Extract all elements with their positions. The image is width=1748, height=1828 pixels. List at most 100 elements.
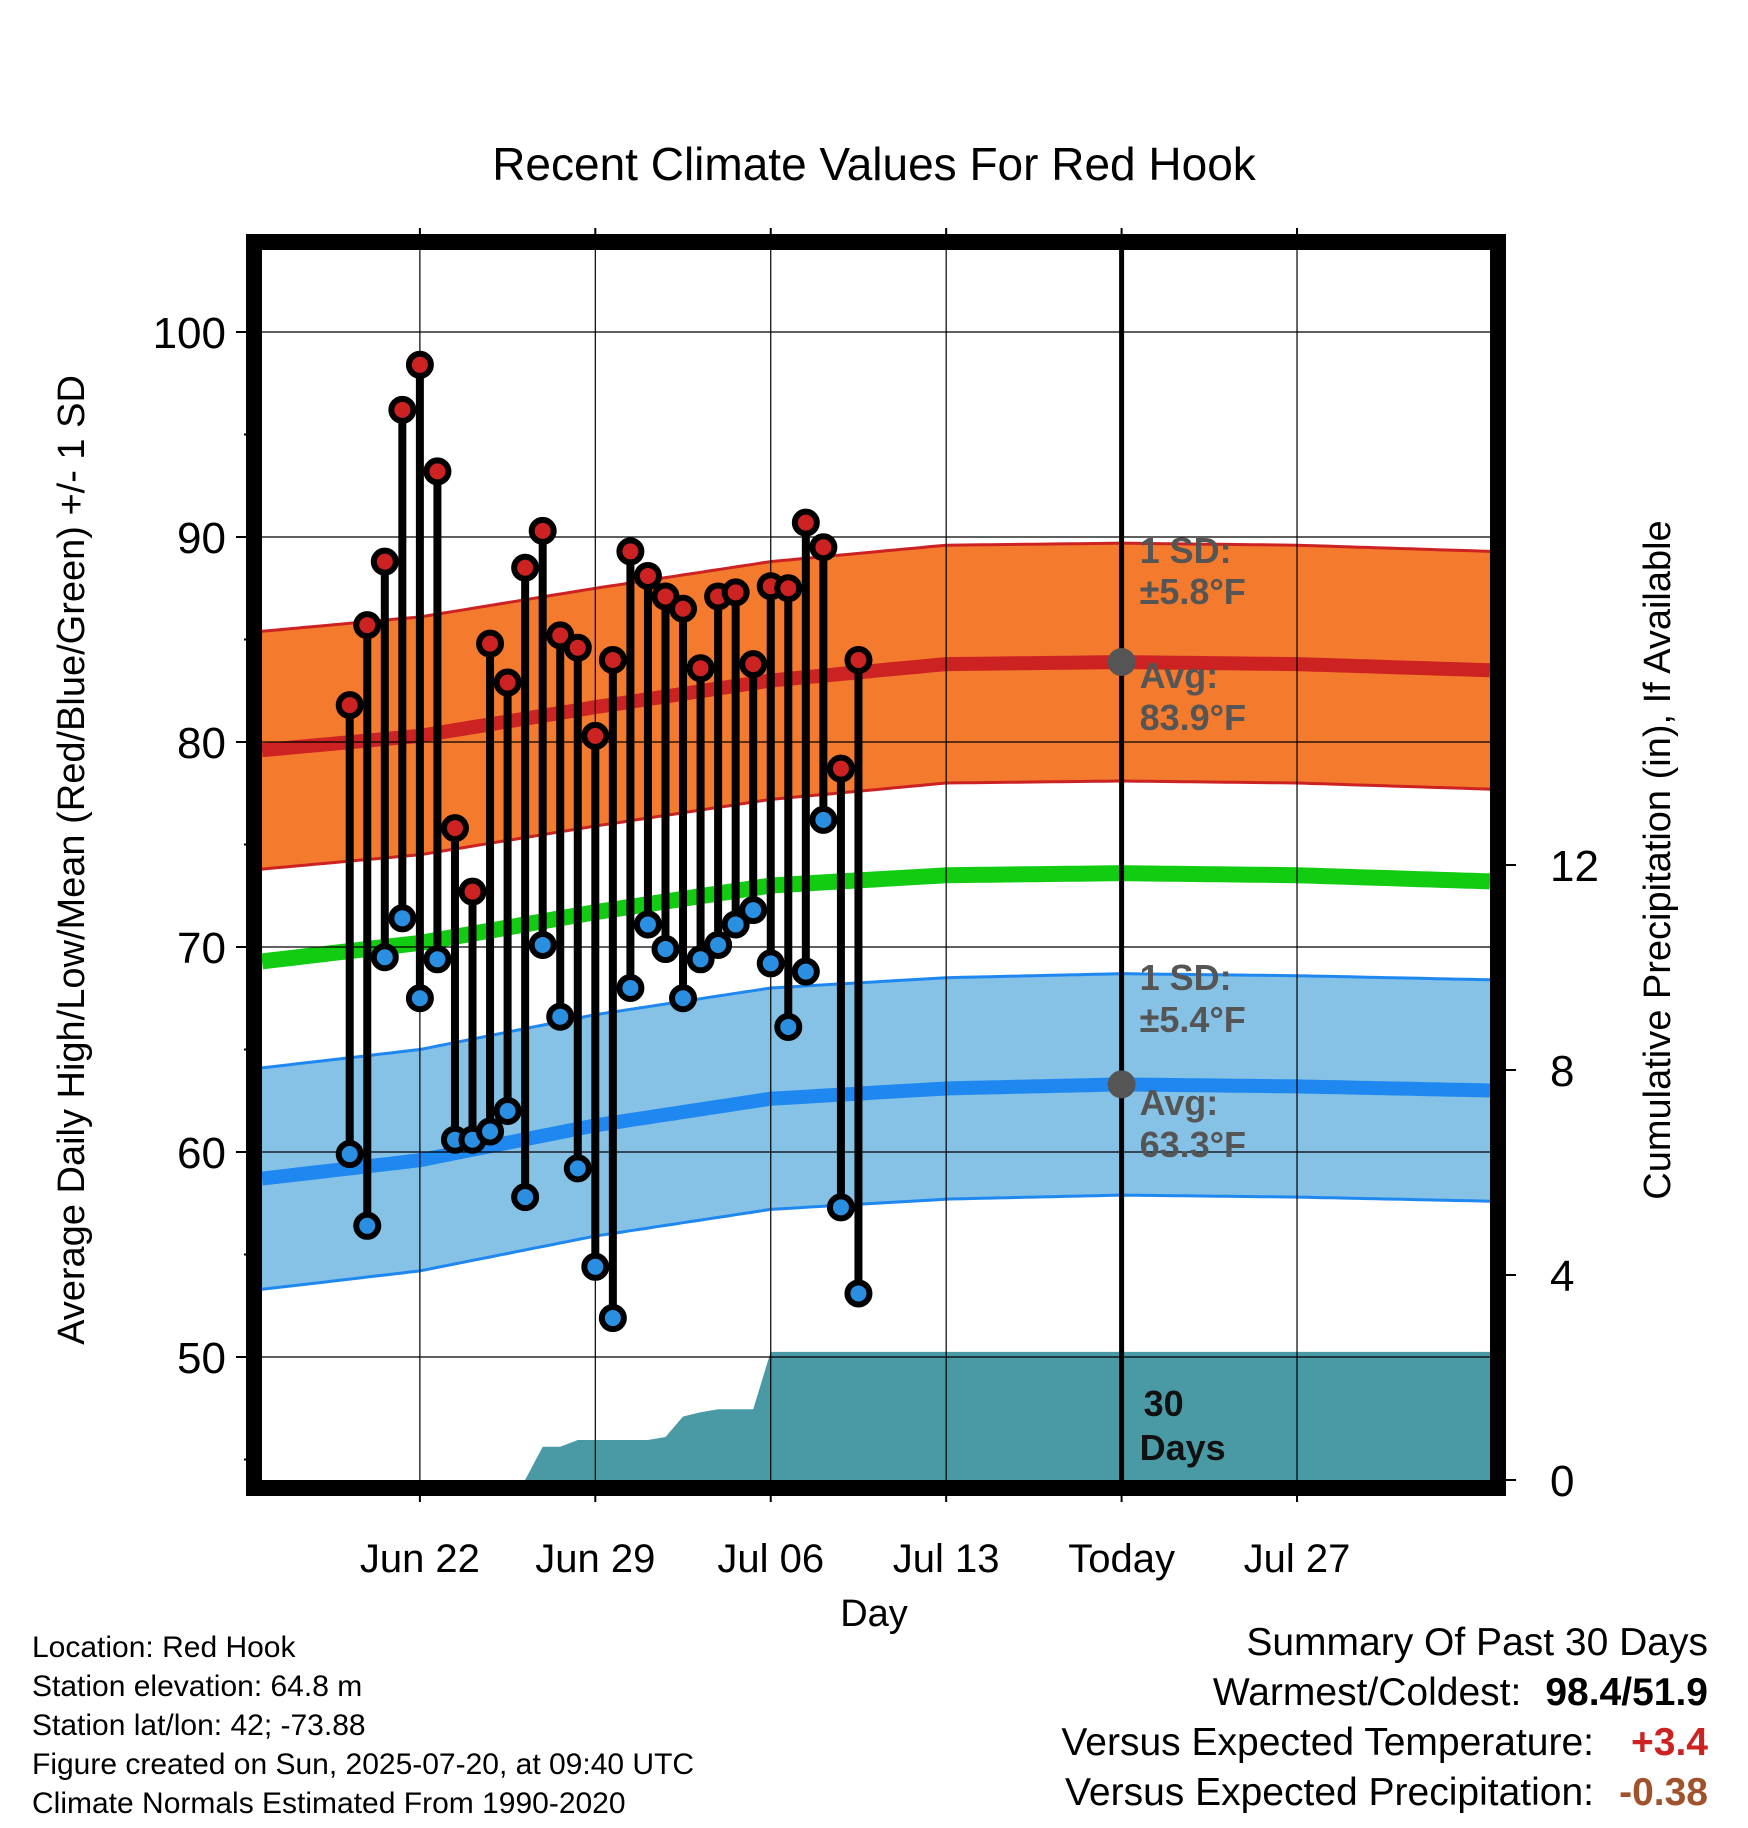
station-info: Location: Red Hook Station elevation: 64… bbox=[32, 1628, 694, 1823]
days-label-word: Days bbox=[1140, 1427, 1226, 1468]
low-sd-value: ±5.4°F bbox=[1140, 999, 1246, 1040]
summary-panel: Summary Of Past 30 Days Warmest/Coldest:… bbox=[1061, 1618, 1708, 1818]
high-point-18 bbox=[633, 561, 662, 590]
y-tick-label-2: 70 bbox=[177, 924, 226, 973]
temp-value: +3.4 bbox=[1631, 1721, 1708, 1764]
high-point-2 bbox=[353, 611, 382, 640]
created-text: Figure created on Sun, 2025-07-20, at 09… bbox=[32, 1748, 695, 1781]
low-point-3 bbox=[370, 943, 399, 972]
low-point-13 bbox=[546, 1002, 575, 1031]
low-point-25 bbox=[756, 949, 785, 978]
chart-title: Recent Climate Values For Red Hook bbox=[492, 138, 1257, 190]
high-point-16 bbox=[598, 646, 627, 674]
high-point-14 bbox=[563, 633, 592, 662]
high-point-28 bbox=[809, 533, 838, 562]
high-avg-label: Avg: bbox=[1140, 655, 1219, 696]
high-point-11 bbox=[511, 553, 540, 582]
high-point-23 bbox=[721, 578, 750, 607]
low-point-18 bbox=[633, 910, 662, 939]
latlon-text: Station lat/lon: 42; -73.88 bbox=[32, 1709, 366, 1742]
low-avg-label: Avg: bbox=[1140, 1082, 1219, 1123]
high-point-5 bbox=[405, 350, 434, 379]
x-tick-label-2: Jul 06 bbox=[717, 1537, 824, 1581]
low-sd-label: 1 SD: bbox=[1140, 957, 1232, 998]
warm-cold-label: Warmest/Coldest: bbox=[1212, 1671, 1522, 1714]
low-point-17 bbox=[616, 974, 645, 1002]
low-avg-marker bbox=[1107, 1070, 1136, 1099]
mean-avg-line bbox=[261, 865, 1491, 970]
low-band-lower-edge bbox=[261, 1193, 1491, 1291]
days-label-number: 30 bbox=[1144, 1383, 1184, 1424]
high-point-10 bbox=[493, 668, 522, 697]
low-point-11 bbox=[511, 1183, 540, 1212]
warm-cold-value: 98.4/51.9 bbox=[1545, 1671, 1708, 1714]
x-tick-label-4: Today bbox=[1068, 1537, 1175, 1581]
low-point-24 bbox=[739, 896, 768, 925]
low-point-10 bbox=[493, 1097, 522, 1125]
low-point-12 bbox=[528, 930, 557, 959]
high-point-8 bbox=[458, 877, 487, 906]
high-point-27 bbox=[791, 508, 820, 537]
low-point-23 bbox=[721, 910, 750, 939]
low-point-1 bbox=[335, 1140, 364, 1169]
low-point-9 bbox=[476, 1117, 505, 1146]
x-tick-label-5: Jul 27 bbox=[1244, 1537, 1351, 1581]
low-point-5 bbox=[405, 984, 434, 1013]
location-text: Location: Red Hook bbox=[32, 1631, 296, 1664]
high-point-15 bbox=[581, 721, 610, 750]
high-point-20 bbox=[669, 594, 698, 623]
summary-title: Summary Of Past 30 Days bbox=[1246, 1621, 1708, 1664]
low-avg-value: 63.3°F bbox=[1140, 1124, 1246, 1165]
normals-text: Climate Normals Estimated From 1990-2020 bbox=[32, 1787, 626, 1820]
low-band bbox=[262, 973, 1490, 1290]
high-point-29 bbox=[826, 754, 855, 783]
high-point-3 bbox=[370, 547, 399, 576]
temp-label: Versus Expected Temperature: bbox=[1061, 1721, 1594, 1764]
high-point-9 bbox=[476, 629, 505, 658]
low-point-30 bbox=[844, 1279, 873, 1308]
high-point-4 bbox=[388, 395, 417, 424]
y2-tick-label-1: 4 bbox=[1550, 1252, 1574, 1301]
low-point-29 bbox=[826, 1193, 855, 1222]
low-point-20 bbox=[669, 984, 698, 1013]
x-tick-label-0: Jun 22 bbox=[360, 1537, 480, 1581]
high-point-12 bbox=[528, 516, 557, 545]
high-point-21 bbox=[686, 654, 715, 683]
high-point-1 bbox=[335, 691, 364, 720]
precip-value: -0.38 bbox=[1619, 1771, 1708, 1814]
high-band-upper-edge bbox=[261, 541, 1491, 633]
high-avg-marker bbox=[1107, 648, 1136, 677]
low-point-19 bbox=[651, 935, 680, 964]
y2-axis-label: Cumulative Precipitation (in), If Availa… bbox=[1637, 520, 1679, 1199]
y-tick-label-1: 60 bbox=[177, 1129, 226, 1178]
y2-tick-label-3: 12 bbox=[1550, 842, 1599, 891]
high-band-lower-edge bbox=[261, 779, 1491, 871]
x-tick-label-1: Jun 29 bbox=[535, 1537, 655, 1581]
y-tick-label-3: 80 bbox=[177, 719, 226, 768]
high-point-17 bbox=[616, 537, 645, 566]
low-point-15 bbox=[581, 1252, 610, 1281]
high-sd-value: ±5.8°F bbox=[1140, 571, 1246, 612]
low-point-6 bbox=[423, 945, 452, 974]
y2-tick-label-2: 8 bbox=[1550, 1047, 1574, 1096]
x-axis-label: Day bbox=[840, 1593, 908, 1635]
high-point-24 bbox=[739, 650, 768, 679]
summary-precip: Versus Expected Precipitation: -0.38 bbox=[1061, 1768, 1708, 1818]
low-point-22 bbox=[704, 930, 733, 959]
precip-area bbox=[525, 1351, 1490, 1480]
precip-label: Versus Expected Precipitation: bbox=[1065, 1771, 1594, 1814]
summary-temp: Versus Expected Temperature: +3.4 bbox=[1061, 1718, 1708, 1768]
y-axis-label: Average Daily High/Low/Mean (Red/Blue/Gr… bbox=[51, 375, 93, 1345]
high-point-7 bbox=[440, 814, 469, 843]
elevation-text: Station elevation: 64.8 m bbox=[32, 1670, 363, 1703]
high-sd-label: 1 SD: bbox=[1140, 530, 1232, 571]
low-point-16 bbox=[598, 1304, 627, 1333]
y-tick-label-5: 100 bbox=[153, 309, 226, 358]
summary-warm-cold: Warmest/Coldest: 98.4/51.9 bbox=[1061, 1668, 1708, 1718]
low-point-27 bbox=[791, 957, 820, 986]
high-point-6 bbox=[423, 457, 452, 486]
high-point-30 bbox=[844, 646, 873, 674]
low-point-21 bbox=[686, 945, 715, 974]
x-tick-label-3: Jul 13 bbox=[893, 1537, 1000, 1581]
